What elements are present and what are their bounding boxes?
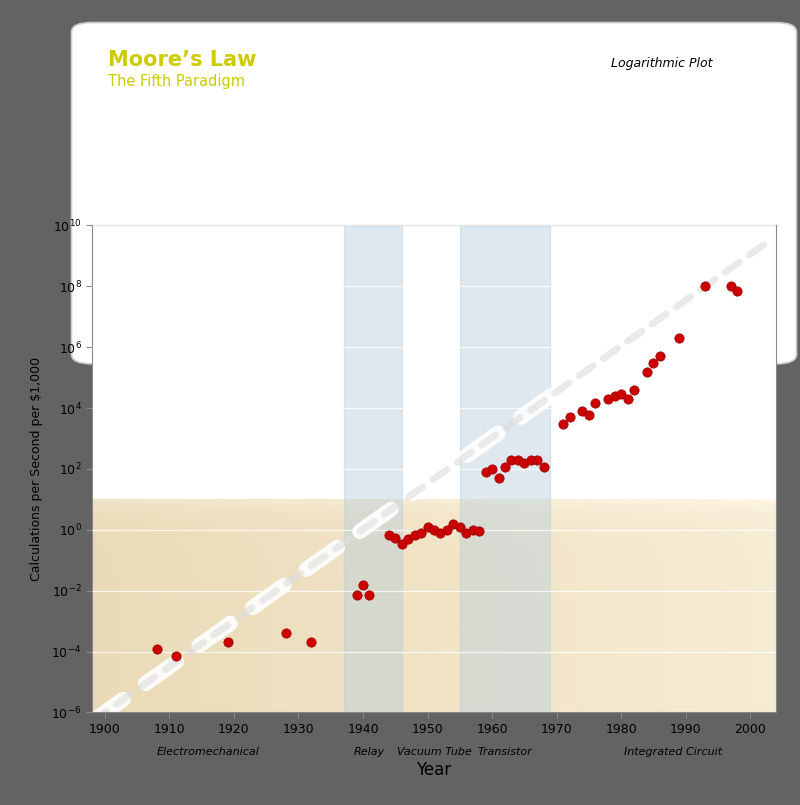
Point: [563, 411, 576, 423]
Point: [614, 387, 627, 400]
Point: [582, 408, 595, 421]
Point: [698, 280, 711, 293]
Point: [731, 284, 744, 297]
Point: [447, 518, 460, 530]
FancyBboxPatch shape: [562, 39, 762, 88]
Point: [531, 453, 544, 466]
Point: [505, 453, 518, 466]
Point: [725, 280, 738, 293]
Point: [641, 365, 654, 378]
Point: [486, 462, 498, 475]
Point: [427, 523, 440, 536]
X-axis label: Year: Year: [417, 761, 451, 779]
Text: Vacuum Tube: Vacuum Tube: [397, 746, 471, 757]
Point: [473, 525, 486, 538]
Text: Electromechanical: Electromechanical: [157, 746, 259, 757]
Point: [408, 528, 421, 541]
Point: [557, 418, 570, 431]
Text: Transistor: Transistor: [478, 746, 532, 757]
Point: [479, 465, 492, 478]
Point: [538, 460, 550, 473]
Text: Relay: Relay: [354, 746, 385, 757]
FancyBboxPatch shape: [71, 23, 797, 364]
Y-axis label: Calculations per Second per $1,000: Calculations per Second per $1,000: [30, 357, 43, 581]
Point: [589, 396, 602, 409]
Point: [221, 636, 234, 649]
Point: [647, 357, 660, 369]
Point: [602, 392, 614, 405]
Point: [673, 332, 686, 345]
Point: [395, 537, 408, 550]
Point: [492, 472, 505, 485]
Point: [628, 383, 641, 396]
Point: [524, 453, 537, 466]
Point: [389, 531, 402, 544]
Point: [454, 521, 466, 534]
Point: [608, 390, 621, 402]
Point: [434, 526, 447, 539]
Point: [518, 456, 530, 469]
Point: [414, 526, 427, 539]
Point: [357, 579, 370, 592]
Point: [498, 460, 511, 473]
Point: [576, 405, 589, 418]
Point: [363, 589, 376, 602]
Point: [98, 715, 111, 728]
Bar: [344, 225, 402, 712]
Point: [460, 526, 473, 539]
Point: [466, 523, 479, 536]
Point: [350, 589, 363, 602]
Text: Moore’s Law: Moore’s Law: [108, 50, 256, 70]
Point: [382, 528, 395, 541]
Bar: [460, 225, 550, 712]
Point: [279, 627, 292, 640]
Text: Integrated Circuit: Integrated Circuit: [624, 746, 722, 757]
Point: [511, 453, 524, 466]
Text: Logarithmic Plot: Logarithmic Plot: [611, 57, 713, 70]
Point: [170, 650, 182, 663]
Point: [150, 642, 163, 655]
Point: [654, 350, 666, 363]
Point: [441, 523, 454, 536]
Text: The Fifth Paradigm: The Fifth Paradigm: [108, 74, 245, 89]
Point: [621, 392, 634, 405]
Point: [421, 521, 434, 534]
Point: [305, 636, 318, 649]
Point: [402, 533, 414, 546]
